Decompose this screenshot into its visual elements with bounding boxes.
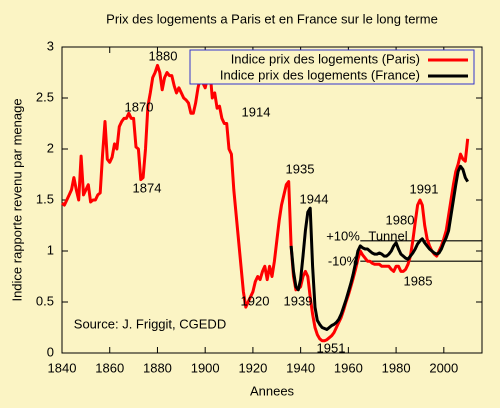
- y-axis-label: Indice rapporte revenu par menage: [9, 98, 24, 301]
- annotation: 1951: [317, 340, 346, 355]
- annotation: 1985: [404, 273, 433, 288]
- annotation: 1939: [284, 293, 313, 308]
- y-tick-label: 1.5: [36, 191, 54, 206]
- annotation: 1980: [386, 212, 415, 227]
- annotation: 1991: [410, 181, 439, 196]
- x-tick-label: 1900: [191, 360, 220, 375]
- annotation: 1914: [242, 104, 271, 119]
- annotation: 1935: [286, 161, 315, 176]
- x-tick-label: 1960: [334, 360, 363, 375]
- annotation: 1874: [133, 180, 162, 195]
- y-tick-label: 2.5: [36, 89, 54, 104]
- y-tick-label: 0.5: [36, 293, 54, 308]
- x-tick-label: 2000: [429, 360, 458, 375]
- annotation: 1870: [125, 99, 154, 114]
- x-tick-label: 1860: [95, 360, 124, 375]
- annotation: -10%: [328, 253, 359, 268]
- y-tick-label: 2: [47, 140, 54, 155]
- annotation: +10%: [326, 228, 360, 243]
- legend-box: [189, 49, 475, 85]
- y-tick-label: 0: [47, 344, 54, 359]
- series-line: [289, 164, 469, 331]
- y-tick-label: 3: [47, 38, 54, 53]
- x-tick-label: 1920: [238, 360, 267, 375]
- x-tick-label: 1880: [143, 360, 172, 375]
- series-line: [61, 63, 470, 343]
- x-tick-label: 1840: [48, 360, 77, 375]
- chart-title: Prix des logements a Paris et en France …: [106, 11, 438, 26]
- annotation: Tunnel: [368, 228, 407, 243]
- annotation: 1880: [149, 48, 178, 63]
- x-tick-label: 1940: [286, 360, 315, 375]
- annotation: Source: J. Friggit, CGEDD: [74, 316, 226, 331]
- legend-label: Indice prix des logements (France): [220, 67, 420, 82]
- x-axis-label: Annees: [250, 383, 295, 398]
- annotation: 1944: [300, 191, 329, 206]
- legend-label: Indice prix des logements (Paris): [231, 51, 420, 66]
- y-tick-label: 1: [47, 242, 54, 257]
- x-tick-label: 1980: [382, 360, 411, 375]
- annotation: 1920: [241, 293, 270, 308]
